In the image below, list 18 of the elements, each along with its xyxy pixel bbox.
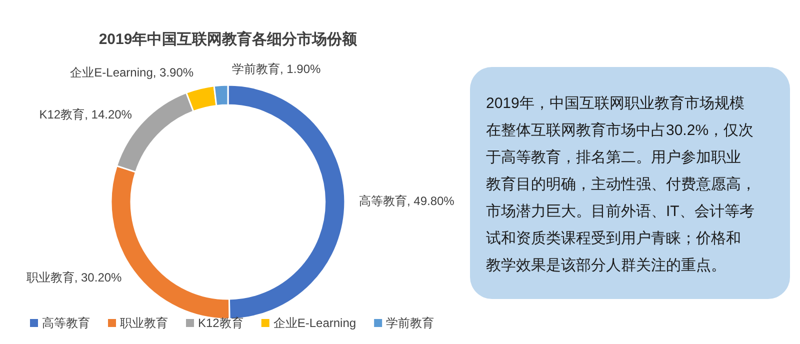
category-label: 学前教育, 1.90% [232,62,321,76]
category-label: 高等教育, 49.80% [358,194,454,208]
legend-label: 学前教育 [386,316,434,330]
legend-label: 企业E-Learning [273,316,356,330]
text: 教学效果是该部分人群关注的重点。 [486,257,726,274]
text: 2019年，中国互联网职业教育市场规模 [486,95,744,112]
legend-label: 职业教育 [120,316,168,330]
text: 试和资质类课程受到用户青睐；价格和 [486,230,741,247]
legend-label: 高等教育 [42,316,90,330]
category-label: 职业教育, 30.20% [26,270,122,284]
category-label: 企业E-Learning, 3.90% [70,66,194,80]
chart-title: 2019年中国互联网教育各细分市场份额 [98,30,358,48]
text: 教育目的明确，主动性强、付费意愿高， [486,176,756,193]
text: 在整体互联网教育市场中占30.2%，仅次 [486,122,754,139]
text: 市场潜力巨大。目前外语、IT、会计等考 [486,203,754,220]
legend-label: K12教育 [198,316,244,330]
category-label: K12教育, 14.20% [39,107,132,122]
text: 于高等教育，排名第二。用户参加职业 [486,149,741,166]
